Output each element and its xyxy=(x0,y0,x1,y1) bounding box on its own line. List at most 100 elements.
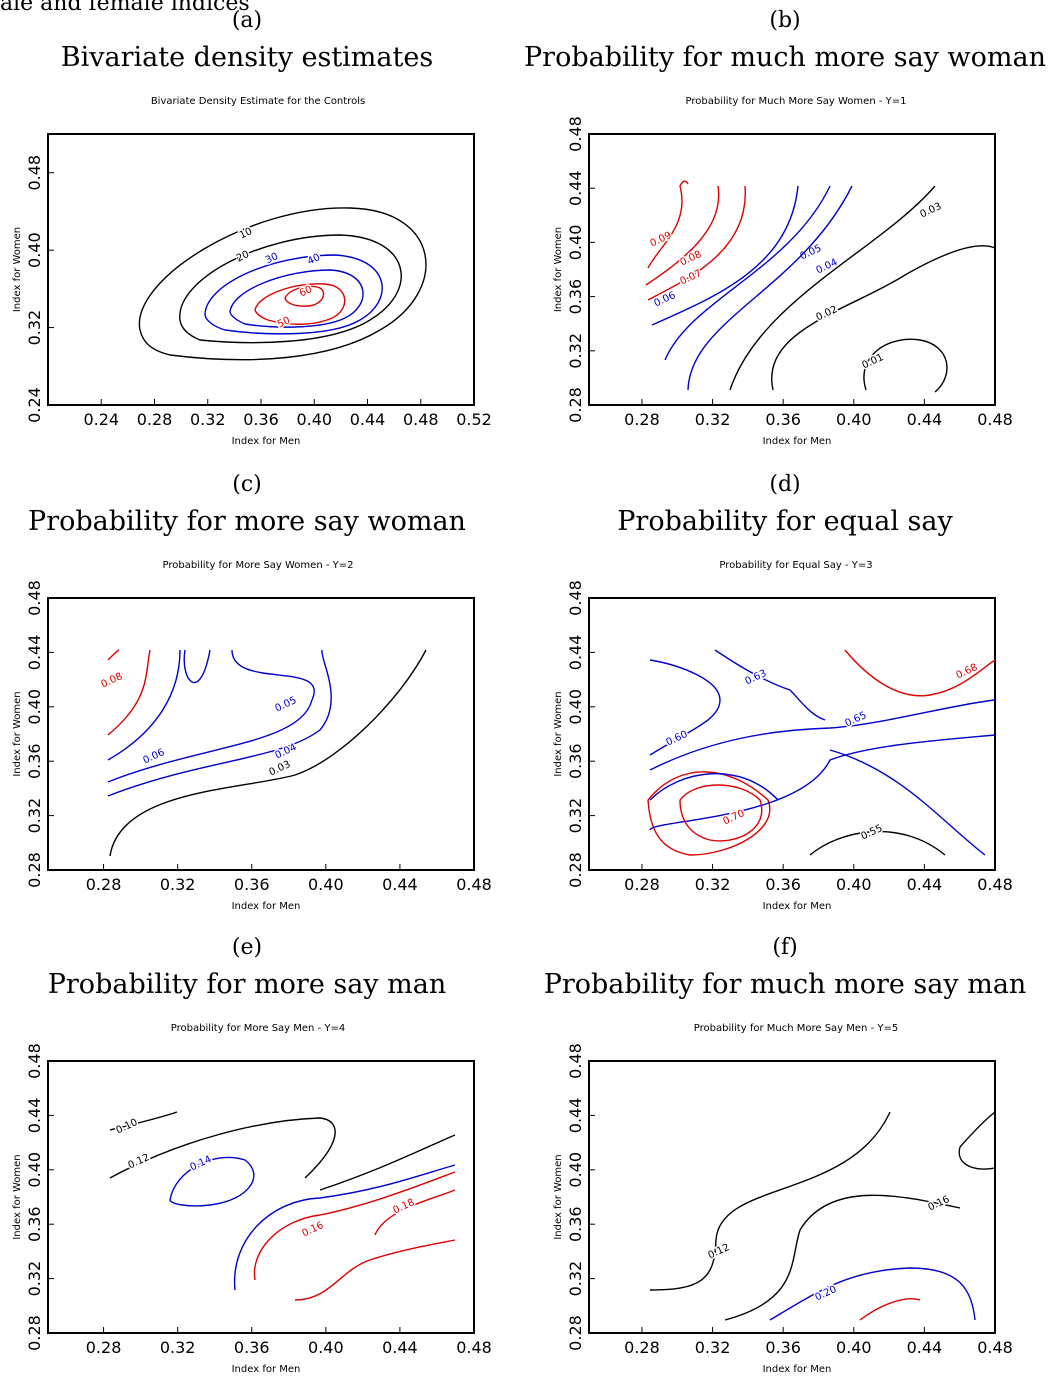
contour-label: 0.03 xyxy=(919,201,944,220)
x-tick-label: 0.48 xyxy=(977,410,1013,429)
y-tick-label: 0.48 xyxy=(25,580,44,616)
y-tick-label: 0.24 xyxy=(25,387,44,423)
contour-label: 0.07 xyxy=(679,268,704,287)
chart-title: Probability for Much More Say Men - Y=5 xyxy=(694,1023,898,1034)
contour-line-0.08 xyxy=(107,649,151,736)
x-tick-label: 0.28 xyxy=(624,1338,660,1357)
y-axis-label: Index for Women xyxy=(12,1154,23,1239)
contour-label: 0.06 xyxy=(653,290,678,309)
x-tick-label: 0.36 xyxy=(243,410,279,429)
y-tick-label: 0.36 xyxy=(566,1206,585,1242)
plot-frame xyxy=(588,1060,996,1334)
panel-letter: (e) xyxy=(232,935,262,960)
contour-line-0.05 xyxy=(664,185,831,361)
y-tick-label: 0.28 xyxy=(566,1315,585,1351)
contour-label: 0.20 xyxy=(814,1284,839,1303)
x-tick-label: 0.40 xyxy=(296,410,332,429)
chart-title: Probability for Much More Say Women - Y=… xyxy=(686,96,907,107)
y-tick-label: 0.40 xyxy=(25,232,44,268)
y-tick-label: 0.36 xyxy=(25,1206,44,1242)
x-tick-label: 0.40 xyxy=(308,875,344,894)
y-tick-label: 0.32 xyxy=(25,310,44,346)
x-tick-label: 0.32 xyxy=(695,875,731,894)
y-axis-label: Index for Women xyxy=(12,691,23,776)
contour-line-30 xyxy=(204,254,383,335)
panel-d: (d) Probability for equal say Probability … xyxy=(553,472,1013,912)
panel-letter: (d) xyxy=(769,472,800,497)
contour-line-0.03 xyxy=(109,649,427,857)
y-tick-label: 0.32 xyxy=(25,1261,44,1297)
panel-caption: Probability for much more say woman xyxy=(524,42,1046,73)
contour-label: 0.10 xyxy=(115,1117,140,1136)
x-tick-label: 0.48 xyxy=(456,1338,492,1357)
contour-line-0.55 xyxy=(809,830,946,856)
contour-line-0.04 xyxy=(687,185,853,391)
x-tick-label: 0.40 xyxy=(836,1338,872,1357)
x-tick-label: 0.40 xyxy=(836,410,872,429)
panel-caption: Probability for more say woman xyxy=(28,506,466,537)
x-tick-label: 0.36 xyxy=(765,875,801,894)
y-tick-label: 0.28 xyxy=(566,387,585,423)
contour-line-0.65 xyxy=(649,699,996,801)
y-tick-label: 0.44 xyxy=(566,1098,585,1134)
x-tick-label: 0.28 xyxy=(624,410,660,429)
contour-line-0.09 xyxy=(647,180,689,269)
contour-label: 40 xyxy=(306,252,322,267)
contour-line-0.04 xyxy=(107,649,332,797)
x-axis-label: Index for Men xyxy=(763,1364,832,1375)
chart-title: Bivariate Density Estimate for the Contr… xyxy=(151,96,365,107)
y-tick-label: 0.36 xyxy=(25,743,44,779)
y-tick-label: 0.48 xyxy=(566,116,585,152)
contour-line-20 xyxy=(179,234,402,344)
contour-line-0.14 xyxy=(169,1156,456,1291)
plot-frame xyxy=(47,133,475,406)
panel-letter: (c) xyxy=(232,472,262,497)
y-tick-label: 0.32 xyxy=(566,333,585,369)
contour-label: 0.14 xyxy=(189,1154,214,1173)
contour-line-50 xyxy=(254,283,346,325)
contour-line-0.16 xyxy=(253,1171,456,1301)
panel-letter: (a) xyxy=(232,8,262,33)
x-tick-label: 0.40 xyxy=(836,875,872,894)
y-tick-label: 0.44 xyxy=(566,170,585,206)
contour-line xyxy=(859,1298,921,1321)
contour-label: 0.18 xyxy=(392,1197,417,1216)
plot-frame xyxy=(47,597,475,871)
x-tick-label: 0.28 xyxy=(86,875,122,894)
contour-label: 0.04 xyxy=(274,742,299,761)
chart-title: Probability for More Say Men - Y=4 xyxy=(171,1023,345,1034)
header-fragment: ale and female indices xyxy=(0,0,250,16)
x-tick-label: 0.48 xyxy=(403,410,439,429)
contour-label: 0.04 xyxy=(815,257,840,276)
x-tick-label: 0.32 xyxy=(190,410,226,429)
contour-line-0.20 xyxy=(769,1267,976,1321)
x-axis-label: Index for Men xyxy=(232,901,301,912)
contour-line-0.63 xyxy=(714,649,826,721)
x-tick-label: 0.48 xyxy=(977,875,1013,894)
contour-label: 0.60 xyxy=(665,729,690,748)
contour-line-60 xyxy=(284,285,325,307)
contour-label: 0.65 xyxy=(844,710,869,729)
contour-label: 0.63 xyxy=(744,668,769,687)
x-axis-label: Index for Men xyxy=(232,436,301,447)
contour-label: 50 xyxy=(276,315,292,330)
x-tick-label: 0.44 xyxy=(382,1338,418,1357)
contour-label: 0.12 xyxy=(707,1242,732,1261)
contour-label: 0.55 xyxy=(860,823,885,842)
contour-line-0.07 xyxy=(647,185,746,301)
panel-caption: Probability for equal say xyxy=(617,506,953,537)
contour-label: 0.68 xyxy=(955,662,980,681)
y-axis-label: Index for Women xyxy=(553,691,564,776)
x-tick-label: 0.36 xyxy=(234,875,270,894)
contour-label: 0.12 xyxy=(127,1152,152,1171)
contour-line-0.08 xyxy=(645,185,720,286)
contour-label: 0.05 xyxy=(274,695,299,714)
x-tick-label: 0.32 xyxy=(160,875,196,894)
y-tick-label: 0.44 xyxy=(25,1098,44,1134)
x-tick-label: 0.32 xyxy=(695,1338,731,1357)
panel-a: (a) Bivariate density estimates Bivariate … xyxy=(12,8,492,447)
y-axis-label: Index for Women xyxy=(553,227,564,312)
contour-label: 0.16 xyxy=(927,1194,952,1213)
contour-line-0.68 xyxy=(647,649,996,856)
